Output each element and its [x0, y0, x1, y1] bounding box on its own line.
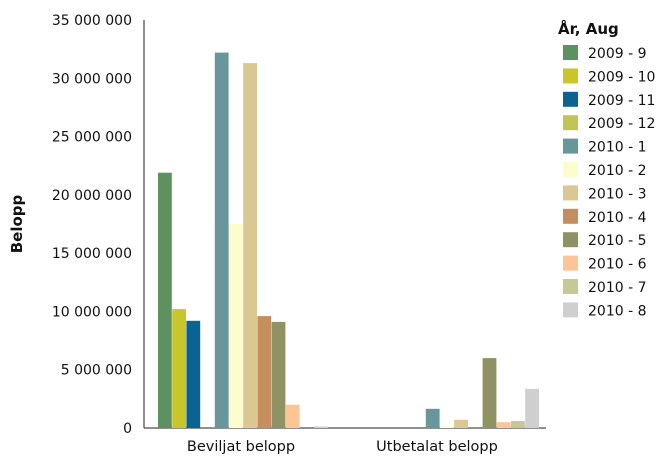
legend-swatch: [563, 208, 578, 224]
bar: [440, 426, 454, 428]
legend-swatch: [563, 279, 578, 294]
bar: [285, 404, 300, 428]
bar: [511, 421, 525, 428]
legend-title: År, Aug: [558, 19, 619, 38]
legend-item-label: 2009 - 11: [588, 93, 655, 109]
legend-item-label: 2010 - 2: [588, 163, 647, 179]
legend-item-label: 2009 - 10: [588, 69, 655, 85]
bar: [229, 224, 243, 428]
legend-item-label: 2010 - 3: [588, 186, 647, 202]
bar: [158, 172, 172, 428]
bar: [257, 316, 272, 428]
legend-swatch: [563, 255, 578, 271]
bar: [172, 309, 186, 428]
y-tick-label: 15 000 000: [52, 246, 132, 262]
y-tick-label: 0: [123, 421, 132, 437]
bar: [314, 426, 328, 428]
legend-item-label: 2010 - 4: [588, 210, 647, 226]
category-label: Utbetalat belopp: [376, 439, 498, 455]
y-tick-label: 10 000 000: [52, 304, 132, 320]
legend-item-label: 2009 - 12: [588, 116, 655, 132]
category-label: Beviljat belopp: [187, 439, 295, 455]
y-tick-label: 5 000 000: [61, 363, 132, 379]
legend-item-label: 2010 - 7: [588, 280, 647, 296]
bar: [525, 388, 539, 428]
legend-swatch: [563, 302, 578, 318]
legend-swatch: [563, 162, 578, 177]
legend-swatch: [563, 91, 578, 107]
bar: [186, 320, 201, 428]
legend-item-label: 2010 - 6: [588, 257, 647, 273]
legend-swatch: [563, 115, 578, 131]
y-axis-label: Belopp: [8, 194, 26, 253]
y-tick-labels: 0 5 000 000 10 000 000 15 000 000 20 000 000…: [52, 13, 132, 437]
bar: [496, 422, 511, 428]
bar: [454, 419, 468, 428]
y-tick-label: 30 000 000: [52, 71, 132, 87]
legend-item-label: 2010 - 5: [588, 233, 647, 249]
legend-item-label: 2009 - 9: [588, 46, 647, 62]
legend-swatch: [563, 232, 578, 248]
y-tick-label: 25 000 000: [52, 130, 132, 146]
bar: [243, 63, 257, 428]
bar: [482, 358, 497, 428]
legend-swatch: [563, 45, 578, 60]
legend-item-label: 2010 - 8: [588, 303, 647, 319]
bar: [271, 321, 286, 428]
bars: [158, 52, 539, 428]
legend-swatch: [563, 68, 578, 84]
category-labels: Beviljat belopp Utbetalat belopp: [187, 439, 498, 455]
y-tick-label: 20 000 000: [52, 188, 132, 204]
bar: [425, 408, 440, 428]
legend: År, Aug 2009 - 9 2009 - 10 2009 - 11 2009 -…: [558, 19, 655, 319]
y-tick-label: 35 000 000: [52, 13, 132, 29]
bar: [214, 52, 229, 428]
legend-swatch: [563, 138, 578, 154]
legend-swatch: [563, 185, 578, 201]
legend-item-label: 2010 - 1: [588, 140, 647, 156]
